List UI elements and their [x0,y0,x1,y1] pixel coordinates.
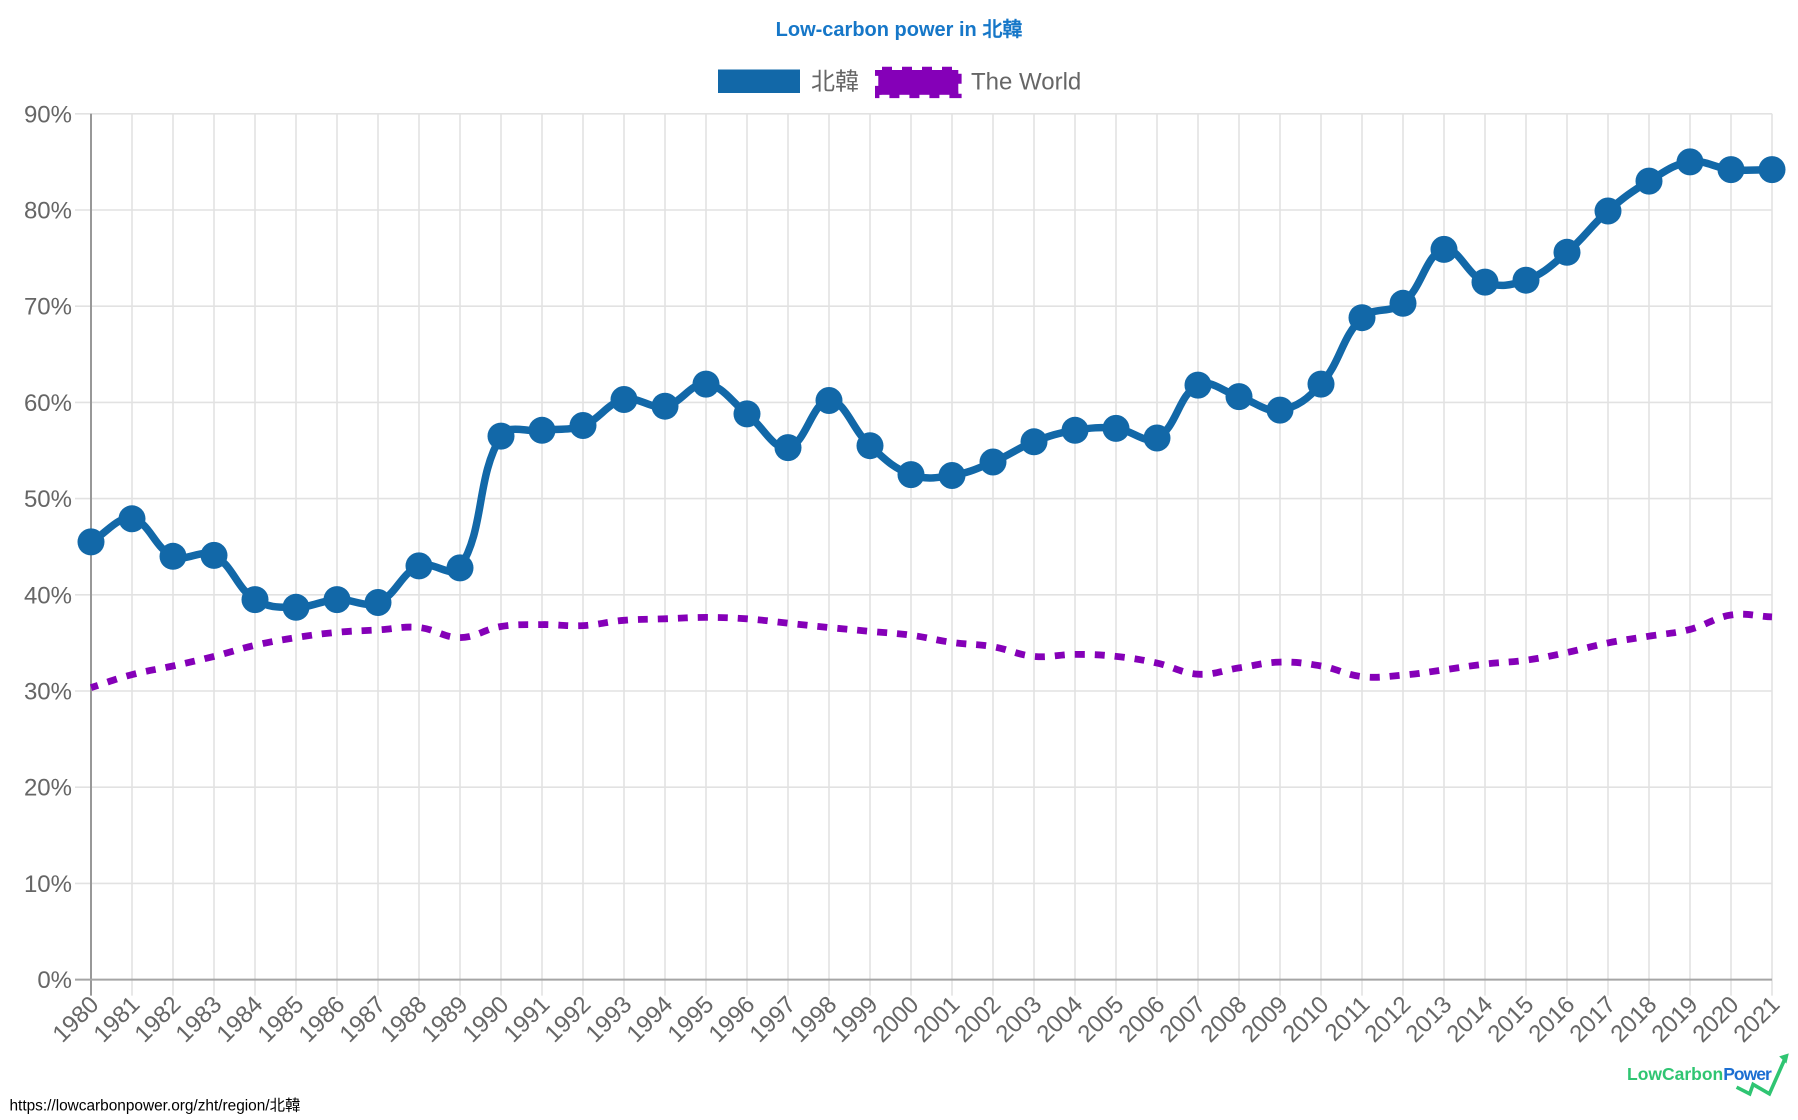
svg-text:70%: 70% [24,294,72,321]
svg-text:LowCarbonPower: LowCarbonPower [1627,1064,1772,1084]
svg-text:0%: 0% [37,967,72,994]
svg-text:60%: 60% [24,390,72,417]
svg-text:80%: 80% [24,198,72,225]
svg-text:The World: The World [971,69,1081,96]
svg-text:北韓: 北韓 [811,69,859,96]
svg-text:20%: 20% [24,775,72,802]
svg-text:90%: 90% [24,101,72,128]
svg-text:40%: 40% [24,582,72,609]
svg-text:Low-carbon power in 北韓: Low-carbon power in 北韓 [776,17,1023,41]
svg-text:50%: 50% [24,486,72,513]
svg-text:30%: 30% [24,679,72,706]
svg-text:10%: 10% [24,871,72,898]
svg-text:https://lowcarbonpower.org/zht: https://lowcarbonpower.org/zht/region/北韓 [10,1097,301,1115]
